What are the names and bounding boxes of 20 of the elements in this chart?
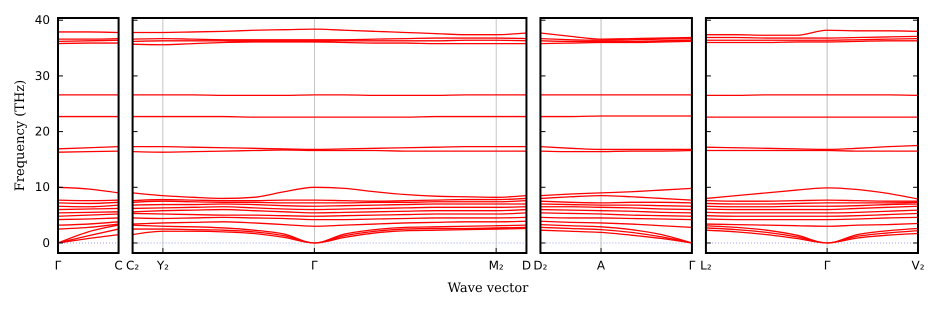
x-tick-label: Γ: [688, 258, 696, 273]
x-tick-label: D₂: [533, 258, 548, 273]
x-tick-label: Γ: [824, 258, 831, 273]
y-tick-label: 10: [34, 180, 50, 194]
y-tick-label: 30: [34, 68, 50, 83]
y-tick-label: 20: [34, 124, 50, 138]
y-axis-title: Frequency (THz): [13, 80, 28, 192]
x-tick-label: L₂: [700, 258, 712, 273]
x-tick-label: Γ: [54, 258, 62, 273]
x-tick-label: C: [114, 258, 123, 273]
x-axis-title: Wave vector: [448, 281, 530, 296]
x-tick-label: Γ: [311, 258, 318, 273]
x-tick-label: C₂: [126, 258, 140, 273]
x-tick-label: M₂: [488, 258, 504, 273]
y-tick-label: 40: [34, 13, 50, 28]
x-tick-label: Y₂: [156, 258, 170, 273]
x-tick-label: A: [596, 258, 606, 273]
x-tick-label: D: [522, 258, 532, 273]
x-tick-label: V₂: [911, 258, 925, 273]
y-tick-label: 0: [42, 236, 50, 250]
